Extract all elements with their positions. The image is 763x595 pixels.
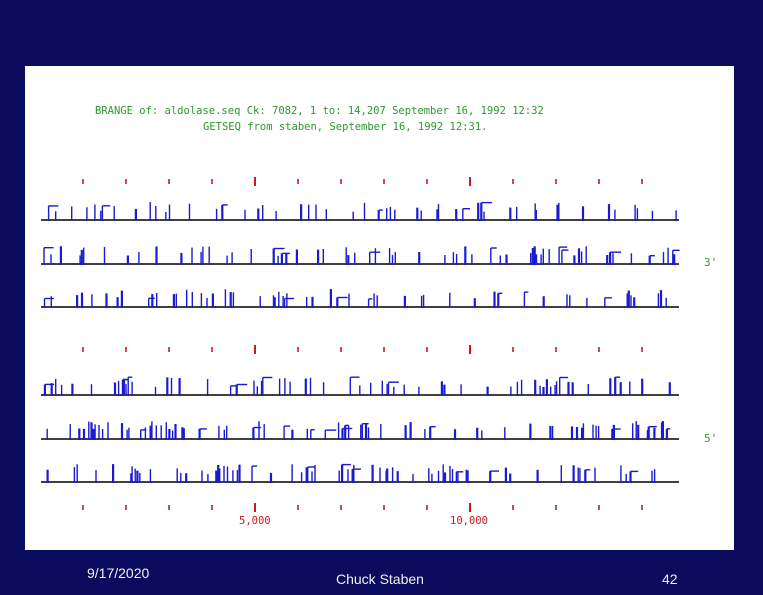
ruler-middle xyxy=(82,345,643,354)
ruler-bottom xyxy=(82,503,643,512)
footer-author: Chuck Staben xyxy=(336,571,424,587)
label-3-prime: 3' xyxy=(704,256,717,269)
header-line-1: BRANGE of: aldolase.seq Ck: 7082, 1 to: … xyxy=(95,105,544,117)
ruler-label-10000: 10,000 xyxy=(450,515,488,527)
orf-map-svg: BRANGE of: aldolase.seq Ck: 7082, 1 to: … xyxy=(41,105,717,527)
footer-page-number: 42 xyxy=(662,571,678,587)
ruler-top xyxy=(82,177,643,186)
reverse-strand-frames xyxy=(41,376,679,483)
sequence-map-figure: BRANGE of: aldolase.seq Ck: 7082, 1 to: … xyxy=(25,66,734,550)
header-line-2: GETSEQ from staben, September 16, 1992 1… xyxy=(203,121,487,133)
footer-date: 9/17/2020 xyxy=(87,565,150,581)
ruler-label-5000: 5,000 xyxy=(239,515,271,527)
label-5-prime: 5' xyxy=(704,432,717,445)
forward-strand-frames xyxy=(41,201,680,308)
